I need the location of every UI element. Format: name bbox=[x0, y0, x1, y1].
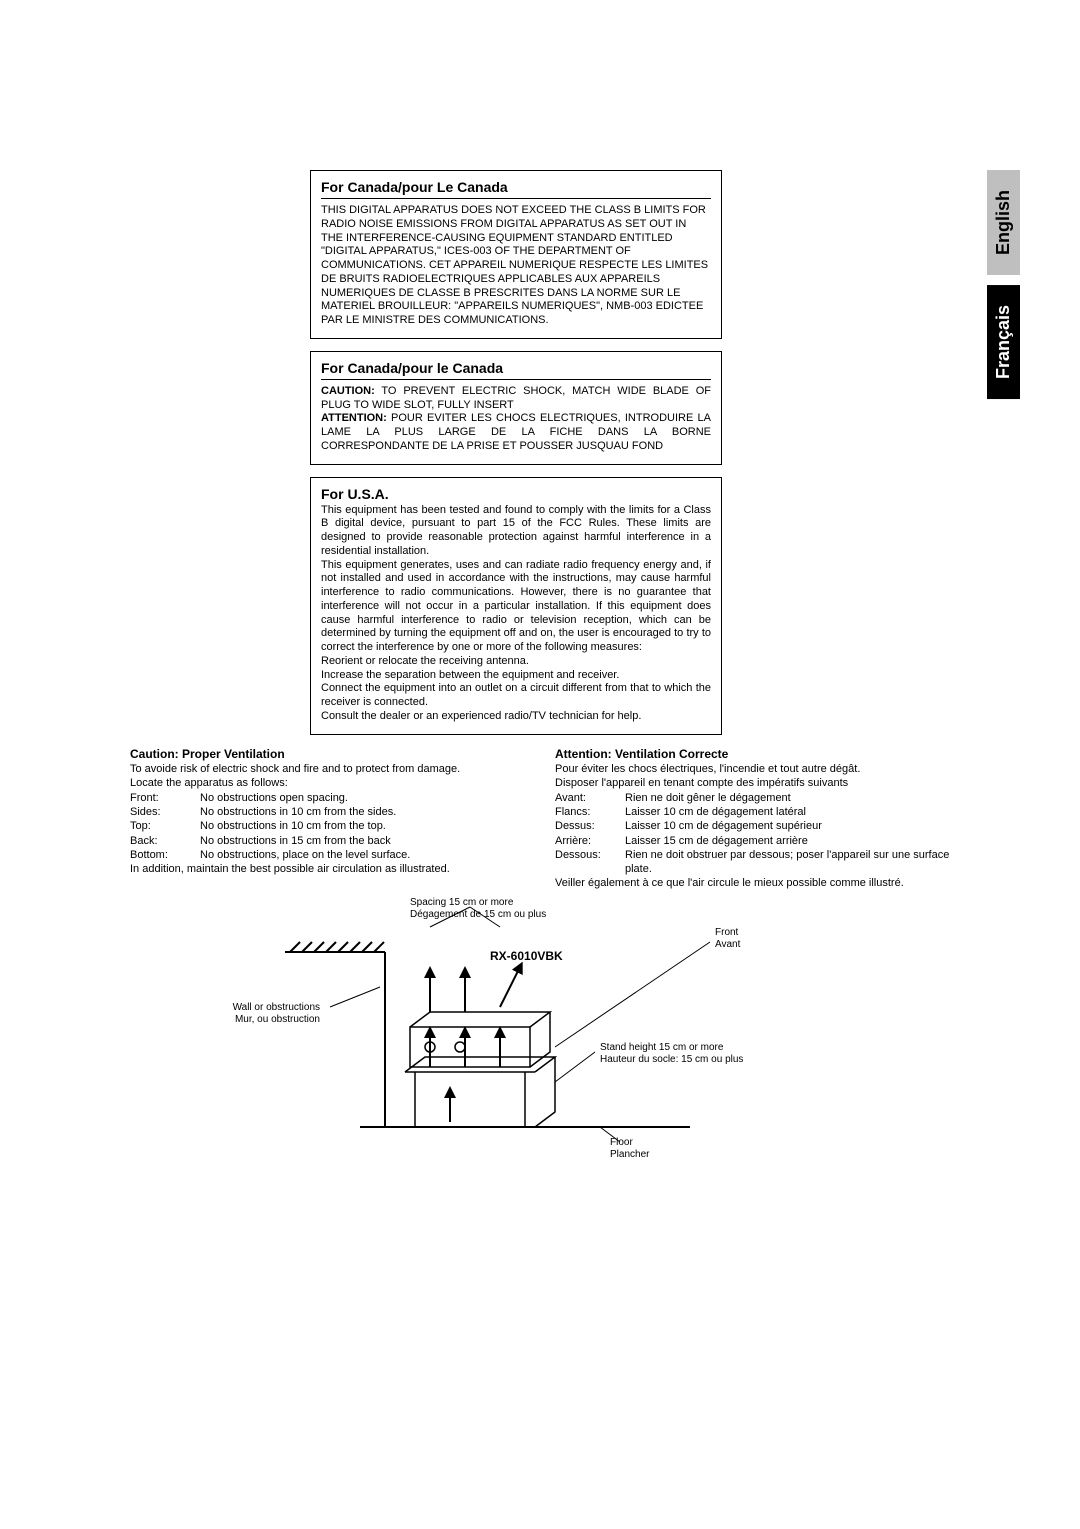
box-title: For U.S.A. bbox=[321, 486, 711, 502]
usa-p1: This equipment has been tested and found… bbox=[321, 504, 711, 557]
tab-english[interactable]: English bbox=[987, 170, 1020, 275]
usa-m2: Increase the separation between the equi… bbox=[321, 669, 619, 681]
spec-label: Dessous: bbox=[555, 848, 625, 877]
usa-m1: Reorient or relocate the receiving anten… bbox=[321, 655, 529, 667]
vent-en-locate: Locate the apparatus as follows: bbox=[130, 776, 525, 790]
spec-val: Laisser 10 cm de dégagement latéral bbox=[625, 805, 950, 819]
spec-label: Dessus: bbox=[555, 819, 625, 833]
spec-label: Top: bbox=[130, 819, 200, 833]
box-title: For Canada/pour le Canada bbox=[321, 360, 711, 380]
spec-row: Arrière:Laisser 15 cm de dégagement arri… bbox=[555, 834, 950, 848]
spec-val: No obstructions open spacing. bbox=[200, 791, 525, 805]
spec-label: Avant: bbox=[555, 791, 625, 805]
usa-m3: Connect the equipment into an outlet on … bbox=[321, 682, 711, 708]
vent-en-title: Caution: Proper Ventilation bbox=[130, 747, 525, 763]
spec-val: No obstructions in 10 cm from the sides. bbox=[200, 805, 525, 819]
spec-row: Flancs:Laisser 10 cm de dégagement latér… bbox=[555, 805, 950, 819]
spec-row: Sides:No obstructions in 10 cm from the … bbox=[130, 805, 525, 819]
vent-fr-intro: Pour éviter les chocs électriques, l'inc… bbox=[555, 762, 950, 776]
ventilation-diagram: Spacing 15 cm or more Dégagement de 15 c… bbox=[130, 897, 950, 1197]
box-body: This equipment has been tested and found… bbox=[321, 504, 711, 724]
vent-fr-footer: Veiller également à ce que l'air circule… bbox=[555, 876, 950, 890]
spec-label: Sides: bbox=[130, 805, 200, 819]
spec-val: No obstructions in 10 cm from the top. bbox=[200, 819, 525, 833]
spec-val: Rien ne doit obstruer par dessous; poser… bbox=[625, 848, 950, 877]
caution-label: CAUTION: bbox=[321, 385, 375, 397]
box-body: CAUTION: TO PREVENT ELECTRIC SHOCK, MATC… bbox=[321, 385, 711, 454]
box-canada-1: For Canada/pour Le Canada THIS DIGITAL A… bbox=[310, 170, 722, 339]
diagram-svg bbox=[130, 897, 950, 1197]
tab-francais[interactable]: Français bbox=[987, 285, 1020, 399]
spec-val: No obstructions, place on the level surf… bbox=[200, 848, 525, 862]
spec-row: Back:No obstructions in 15 cm from the b… bbox=[130, 834, 525, 848]
page-content: For Canada/pour Le Canada THIS DIGITAL A… bbox=[130, 170, 950, 1197]
box-canada-2: For Canada/pour le Canada CAUTION: TO PR… bbox=[310, 351, 722, 465]
box-title: For Canada/pour Le Canada bbox=[321, 179, 711, 199]
ventilation-english: Caution: Proper Ventilation To avoide ri… bbox=[130, 747, 525, 891]
spec-label: Flancs: bbox=[555, 805, 625, 819]
spec-label: Front: bbox=[130, 791, 200, 805]
ventilation-columns: Caution: Proper Ventilation To avoide ri… bbox=[130, 747, 950, 891]
vent-fr-title: Attention: Ventilation Correcte bbox=[555, 747, 950, 763]
spec-val: No obstructions in 15 cm from the back bbox=[200, 834, 525, 848]
spec-row: Bottom:No obstructions, place on the lev… bbox=[130, 848, 525, 862]
ventilation-french: Attention: Ventilation Correcte Pour évi… bbox=[555, 747, 950, 891]
spec-val: Laisser 10 cm de dégagement supérieur bbox=[625, 819, 950, 833]
vent-fr-locate: Disposer l'appareil en tenant compte des… bbox=[555, 776, 950, 790]
usa-m4: Consult the dealer or an experienced rad… bbox=[321, 710, 641, 722]
caution-text: TO PREVENT ELECTRIC SHOCK, MATCH WIDE BL… bbox=[321, 385, 711, 411]
spec-val: Rien ne doit gêner le dégagement bbox=[625, 791, 950, 805]
attention-label: ATTENTION: bbox=[321, 412, 387, 424]
spec-row: Front:No obstructions open spacing. bbox=[130, 791, 525, 805]
spec-label: Arrière: bbox=[555, 834, 625, 848]
vent-en-footer: In addition, maintain the best possible … bbox=[130, 862, 525, 876]
spec-row: Top:No obstructions in 10 cm from the to… bbox=[130, 819, 525, 833]
box-body: THIS DIGITAL APPARATUS DOES NOT EXCEED T… bbox=[321, 204, 711, 328]
spec-label: Back: bbox=[130, 834, 200, 848]
language-tabs: English Français bbox=[987, 170, 1020, 399]
spec-row: Dessus:Laisser 10 cm de dégagement supér… bbox=[555, 819, 950, 833]
vent-en-intro: To avoide risk of electric shock and fir… bbox=[130, 762, 525, 776]
usa-p2: This equipment generates, uses and can r… bbox=[321, 559, 711, 654]
box-usa: For U.S.A. This equipment has been teste… bbox=[310, 477, 722, 735]
spec-val: Laisser 15 cm de dégagement arrière bbox=[625, 834, 950, 848]
spec-row: Avant:Rien ne doit gêner le dégagement bbox=[555, 791, 950, 805]
spec-row: Dessous:Rien ne doit obstruer par dessou… bbox=[555, 848, 950, 877]
spec-label: Bottom: bbox=[130, 848, 200, 862]
